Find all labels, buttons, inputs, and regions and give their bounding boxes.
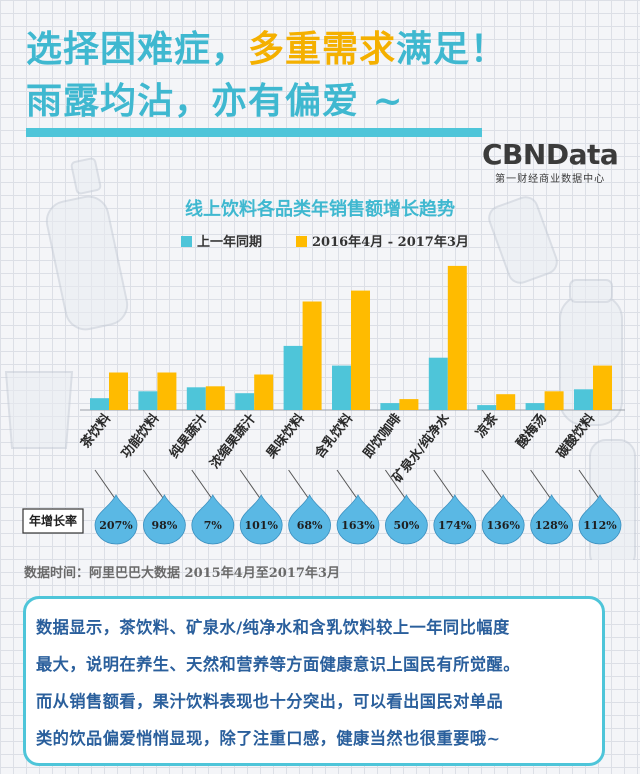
category-label-2: 纯果蔬汁 [166, 411, 211, 462]
bar-current-0 [109, 372, 128, 410]
drop-connector-8 [481, 469, 504, 501]
bar-prev-year-8 [477, 405, 497, 410]
bar-prev-year-9 [525, 403, 545, 410]
bar-prev-year-1 [138, 391, 158, 410]
category-label-9: 酸梅汤 [513, 411, 550, 452]
legend-swatch-prev-year [181, 236, 192, 247]
growth-rate-drops: 207% 98% 7% 101% 68% 163% 50% 174% 136% 128% 112% [94, 469, 622, 545]
bar-prev-year-2 [186, 387, 206, 410]
headline-part-a: 选择困难症， [26, 28, 249, 70]
growth-rate-title-box [22, 508, 84, 534]
logo-main-text: CBNData [482, 138, 619, 171]
water-drop-icon-1 [142, 494, 186, 545]
drop-connector-5 [336, 469, 359, 501]
headline-underline [26, 128, 482, 137]
category-label-8: 凉茶 [473, 410, 502, 441]
growth-rate-label-1: 98% [152, 519, 178, 532]
drop-connector-3 [239, 469, 262, 501]
bar-prev-year-6 [380, 403, 400, 410]
summary-line-2: 最大，说明在养生、天然和营养等方面健康意识上国民有所觉醒。 [36, 655, 520, 674]
water-drop-icon-2 [191, 494, 235, 545]
water-drop-icon-10 [578, 494, 622, 545]
category-label-0: 茶饮料 [78, 411, 115, 452]
chart-title: 线上饮料各品类年销售额增长趋势 [185, 198, 455, 220]
growth-rate-label-10: 112% [583, 519, 617, 532]
logo-sub-text: 第一财经商业数据中心 [495, 174, 606, 185]
growth-rate-label-7: 174% [438, 519, 472, 532]
drop-connector-4 [288, 469, 311, 501]
bar-prev-year-4 [283, 345, 303, 410]
growth-rate-label-8: 136% [486, 519, 520, 532]
bar-prev-year-7 [428, 357, 448, 410]
growth-rate-label-3: 101% [244, 519, 278, 532]
cbndata-logo: CBNData 第一财经商业数据中心 [482, 138, 619, 186]
drop-connector-2 [191, 469, 214, 501]
summary-line-1: 数据显示，茶饮料、矿泉水/纯净水和含乳饮料较上一年同比幅度 [36, 618, 510, 637]
legend-label-current: 2016年4月 - 2017年3月 [312, 234, 469, 250]
growth-rate-label-2: 7% [204, 519, 223, 532]
growth-rate-title: 年增长率 [29, 513, 77, 528]
water-drop-icon-0 [94, 494, 138, 545]
bar-chart: 线上饮料各品类年销售额增长趋势 上一年同期 2016年4月 - 2017年3月 … [4, 157, 636, 560]
water-drop-icon-4 [288, 494, 332, 545]
bar-prev-year-0 [90, 398, 109, 410]
summary-line-3: 而从销售额看，果汁饮料表现也十分突出，可以看出国民对单品 [36, 692, 504, 711]
water-drop-icon-7 [433, 494, 477, 545]
drop-connector-9 [530, 469, 553, 501]
headline-line-2: 雨露均沾，亦有偏爱 ~ [26, 80, 404, 122]
data-source-note: 数据时间：阿里巴巴大数据 2015年4月至2017年3月 [24, 566, 340, 581]
drop-connector-6 [384, 469, 407, 501]
headline-part-c: 满足！ [396, 28, 508, 70]
growth-rate-label-6: 50% [394, 519, 420, 532]
legend-label-prev-year: 上一年同期 [197, 234, 262, 250]
bar-prev-year-5 [332, 365, 351, 410]
water-drop-icon-9 [530, 494, 574, 545]
summary-box: 数据显示，茶饮料、矿泉水/纯净水和含乳饮料较上一年同比幅度 最大，说明在养生、天… [23, 596, 605, 766]
category-label-3: 浓缩果蔬汁 [207, 411, 260, 472]
bar-current-4 [302, 301, 322, 410]
category-label-4: 果味饮料 [263, 411, 308, 463]
growth-rate-label-9: 128% [535, 519, 569, 532]
water-drop-icon-3 [239, 494, 283, 545]
category-label-5: 含乳饮料 [311, 411, 356, 463]
water-drop-icon-8 [481, 494, 525, 545]
bars-group [90, 265, 612, 410]
bar-current-3 [254, 374, 274, 410]
category-label-1: 功能饮料 [118, 411, 163, 462]
soda-can-illustration [488, 196, 558, 284]
headline-line-1: 选择困难症，多重需求满足！ [26, 20, 507, 72]
glass-cup-illustration [4, 371, 74, 449]
water-drop-icon-5 [336, 494, 380, 545]
growth-rate-label-4: 68% [297, 519, 323, 532]
drop-connector-10 [578, 469, 601, 501]
water-bottle-illustration [45, 157, 129, 331]
legend-swatch-current [296, 236, 307, 247]
drop-connector-7 [433, 469, 456, 501]
bar-current-10 [593, 365, 612, 410]
drop-connector-1 [142, 469, 165, 501]
growth-rate-label-5: 163% [341, 519, 375, 532]
bar-current-8 [496, 394, 516, 410]
category-label-6: 即饮咖啡 [360, 411, 405, 462]
bar-prev-year-10 [574, 389, 593, 410]
drop-connector-0 [94, 469, 117, 501]
bar-current-2 [205, 386, 225, 410]
bar-current-7 [447, 265, 467, 410]
bar-current-6 [399, 399, 419, 410]
bar-current-9 [544, 391, 564, 410]
bar-prev-year-3 [235, 393, 255, 410]
growth-rate-label-0: 207% [99, 519, 133, 532]
summary-line-4: 类的饮品偏爱悄悄显现，除了注重口感，健康当然也很重要哦~ [36, 729, 501, 748]
water-drop-icon-6 [384, 494, 428, 545]
bar-current-5 [351, 290, 370, 410]
bar-current-1 [157, 372, 177, 410]
headline-highlight: 多重需求 [248, 28, 397, 70]
